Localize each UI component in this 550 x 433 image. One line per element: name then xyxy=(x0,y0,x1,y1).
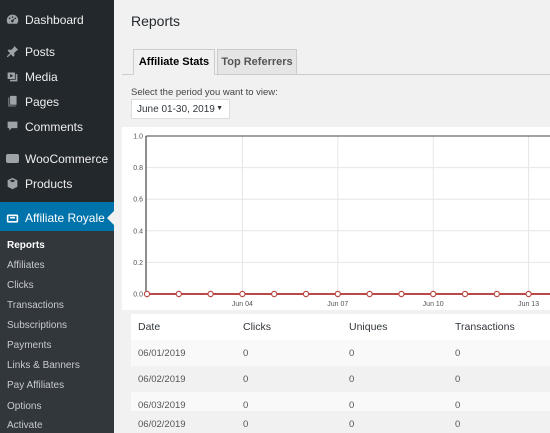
cell-clicks: 0 xyxy=(243,418,249,430)
cell-uniques: 0 xyxy=(349,418,355,430)
data-point xyxy=(175,290,183,298)
y-tick-label: 0.2 xyxy=(133,260,143,267)
chart-svg: 1.0 0.8 0.6 0.4 0.2 0.0 Jun 04 Jun 07 Jun 10 Jun … xyxy=(133,134,550,308)
cell-uniques: 0 xyxy=(349,373,355,385)
y-tick-label: 0.8 xyxy=(133,165,143,172)
y-tick-label: 0.4 xyxy=(133,228,143,235)
column-header-uniques[interactable]: Uniques xyxy=(349,321,388,333)
submenu-options[interactable]: Options xyxy=(7,401,42,412)
page-title: Reports xyxy=(131,13,181,29)
submenu-reports[interactable]: Reports xyxy=(7,240,45,251)
column-header-clicks[interactable]: Clicks xyxy=(243,321,271,333)
menu-item-comments[interactable]: Comments xyxy=(0,114,114,139)
pages-icon xyxy=(5,95,19,109)
cell-date: 06/01/2019 xyxy=(138,347,186,359)
menu-label: Pages xyxy=(25,94,60,109)
submenu-subscriptions[interactable]: Subscriptions xyxy=(7,320,68,331)
data-point xyxy=(334,290,341,298)
data-point xyxy=(525,290,532,298)
affiliate-royale-submenu: Reports Affiliates Clicks Transactions S… xyxy=(0,231,114,433)
dashboard-icon xyxy=(5,13,19,27)
submenu-transactions[interactable]: Transactions xyxy=(7,300,64,311)
affiliate-royale-icon xyxy=(5,211,19,225)
submenu-links-banners[interactable]: Links & Banners xyxy=(7,360,80,371)
chart-grid xyxy=(146,135,550,295)
menu-item-media[interactable]: Media xyxy=(0,64,114,89)
cell-date: 06/03/2019 xyxy=(138,399,186,411)
menu-item-affiliate-royale[interactable]: Affiliate Royale xyxy=(0,202,114,234)
cell-transactions: 0 xyxy=(455,399,461,411)
admin-sidebar: Dashboard Posts Media Pages Comments Woo… xyxy=(0,0,114,433)
cell-transactions: 0 xyxy=(455,418,461,430)
data-point xyxy=(270,290,278,298)
box-icon xyxy=(5,177,19,191)
cell-uniques: 0 xyxy=(349,399,355,411)
tabs-divider xyxy=(122,74,550,75)
cell-transactions: 0 xyxy=(455,347,461,359)
column-header-date[interactable]: Date xyxy=(138,321,161,333)
data-point xyxy=(239,290,246,298)
x-tick-label: Jun 13 xyxy=(518,301,539,308)
menu-item-pages[interactable]: Pages xyxy=(0,89,114,114)
tab-affiliate-stats[interactable]: Affiliate Stats xyxy=(133,49,215,75)
data-point xyxy=(143,290,151,298)
cell-clicks: 0 xyxy=(243,399,249,411)
period-select-value: June 01-30, 2019 xyxy=(137,103,215,115)
submenu-payments[interactable]: Payments xyxy=(7,340,52,351)
table-row: 06/02/2019 0 0 0 xyxy=(131,366,550,392)
submenu-pay-affiliates[interactable]: Pay Affiliates xyxy=(7,380,65,391)
menu-item-dashboard[interactable]: Dashboard xyxy=(0,7,114,32)
menu-item-products[interactable]: Products xyxy=(0,171,114,196)
period-label: Select the period you want to view: xyxy=(131,87,278,98)
submenu-clicks[interactable]: Clicks xyxy=(7,280,34,291)
x-tick-label: Jun 10 xyxy=(423,301,444,308)
cell-uniques: 0 xyxy=(349,347,355,359)
comment-icon xyxy=(5,120,19,134)
tab-top-referrers[interactable]: Top Referrers xyxy=(217,49,297,75)
cell-clicks: 0 xyxy=(243,373,249,385)
data-point xyxy=(207,290,214,298)
y-tick-label: 0.0 xyxy=(133,292,143,299)
submenu-activate[interactable]: Activate xyxy=(7,420,43,431)
period-select[interactable]: June 01-30, 2019 ▼ xyxy=(131,99,230,119)
y-tick-label: 0.6 xyxy=(133,197,143,204)
plot-area xyxy=(146,136,550,294)
table-header-row: Date Clicks Uniques Transactions xyxy=(131,314,550,340)
pin-icon xyxy=(5,45,19,59)
cell-date: 06/02/2019 xyxy=(138,373,186,385)
data-point xyxy=(493,290,500,298)
cell-transactions: 0 xyxy=(455,373,461,385)
table-row: 06/01/2019 0 0 0 xyxy=(131,340,550,366)
woocommerce-icon xyxy=(5,152,19,166)
y-tick-label: 1.0 xyxy=(133,134,143,141)
menu-label: Products xyxy=(25,176,73,191)
data-point xyxy=(398,290,405,298)
affiliate-stats-chart: 1.0 0.8 0.6 0.4 0.2 0.0 Jun 04 Jun 07 Jun 10 Jun … xyxy=(122,127,550,310)
media-icon xyxy=(5,70,19,84)
x-tick-label: Jun 07 xyxy=(327,301,348,308)
data-point xyxy=(430,290,437,298)
data-point xyxy=(461,290,469,298)
column-header-transactions[interactable]: Transactions xyxy=(455,321,515,333)
menu-label: WooCommerce xyxy=(25,151,109,166)
menu-label: Dashboard xyxy=(25,12,84,27)
menu-label: Comments xyxy=(25,119,84,134)
chart-series xyxy=(143,290,550,298)
menu-label: Media xyxy=(25,69,58,84)
chevron-down-icon: ▼ xyxy=(216,105,223,112)
table-row: 06/02/2019 0 0 0 xyxy=(131,411,550,433)
data-point xyxy=(366,290,373,298)
menu-label: Posts xyxy=(25,44,56,59)
cell-date: 06/02/2019 xyxy=(138,418,186,430)
submenu-affiliates[interactable]: Affiliates xyxy=(7,260,45,271)
cell-clicks: 0 xyxy=(243,347,249,359)
menu-item-posts[interactable]: Posts xyxy=(0,39,114,64)
x-tick-label: Jun 04 xyxy=(232,301,253,308)
menu-label: Affiliate Royale xyxy=(25,211,105,225)
data-point xyxy=(302,290,310,298)
menu-item-woocommerce[interactable]: WooCommerce xyxy=(0,146,114,171)
